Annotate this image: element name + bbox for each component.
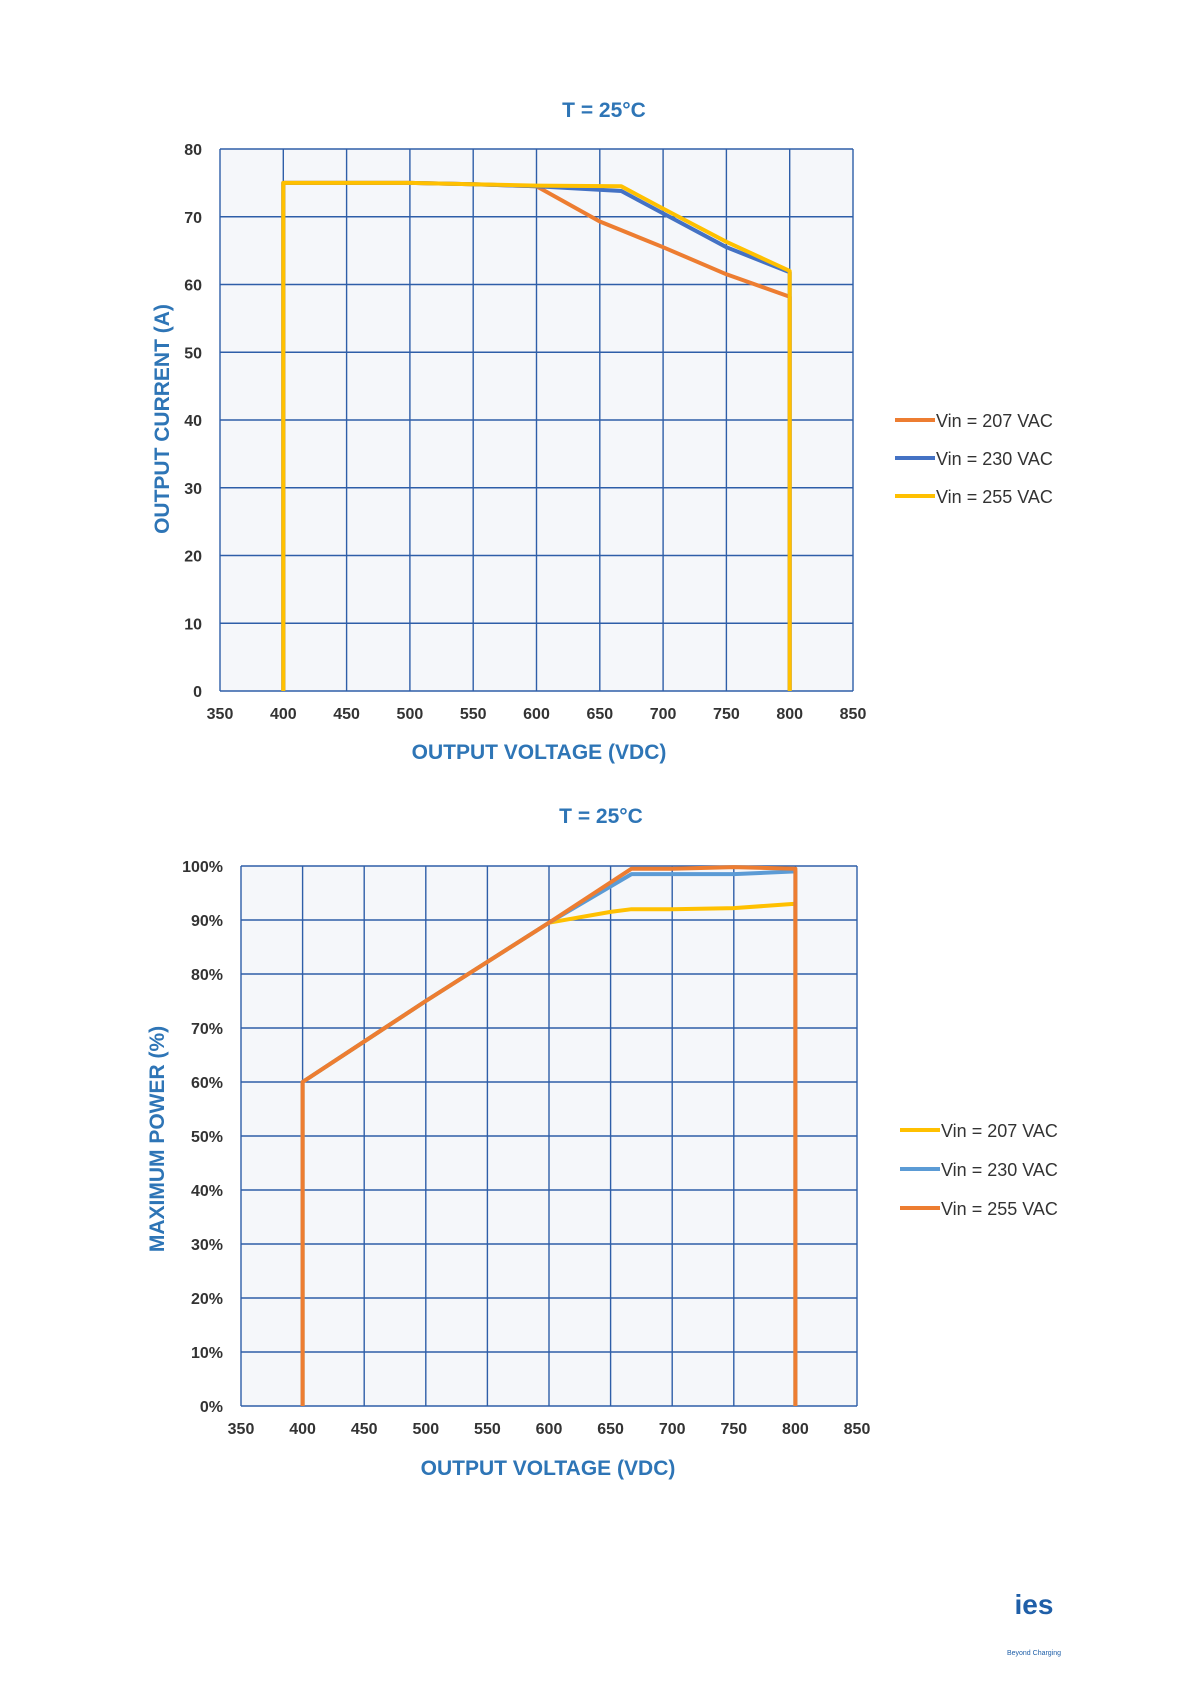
legend-label: Vin = 230 VAC: [941, 1160, 1058, 1180]
y-tick-label: 70%: [191, 1021, 223, 1038]
y-tick-label: 0: [193, 684, 202, 701]
x-tick-label: 450: [333, 706, 360, 723]
x-tick-label: 500: [412, 1421, 439, 1438]
x-tick-label: 750: [713, 706, 740, 723]
x-tick-label: 650: [597, 1421, 624, 1438]
x-tick-label: 450: [351, 1421, 378, 1438]
series-line: [281, 180, 792, 691]
x-axis-label: OUTPUT VOLTAGE (VDC): [421, 1457, 676, 1480]
series-line: [300, 865, 798, 1406]
x-tick-label: 500: [397, 706, 424, 723]
logo-tagline: Beyond Charging: [1007, 1650, 1061, 1657]
x-tick-label: 800: [776, 706, 803, 723]
y-tick-label: 70: [184, 210, 202, 227]
legend-label: Vin = 207 VAC: [941, 1121, 1058, 1141]
x-tick-label: 350: [207, 706, 234, 723]
y-tick-label: 10: [184, 616, 202, 633]
x-tick-label: 350: [228, 1421, 255, 1438]
y-tick-label: 60: [184, 278, 202, 295]
legend-label: Vin = 230 VAC: [936, 449, 1053, 469]
x-tick-label: 600: [536, 1421, 563, 1438]
x-tick-label: 650: [586, 706, 613, 723]
x-tick-label: 400: [270, 706, 297, 723]
x-tick-label: 600: [523, 706, 550, 723]
y-tick-label: 40%: [191, 1183, 223, 1200]
x-tick-label: 750: [720, 1421, 747, 1438]
y-tick-label: 50: [184, 345, 202, 362]
y-tick-label: 100%: [182, 859, 223, 876]
legend-label: Vin = 255 VAC: [941, 1199, 1058, 1219]
x-tick-label: 550: [474, 1421, 501, 1438]
ies-logo: ies Beyond Charging: [1007, 1589, 1061, 1657]
y-tick-label: 10%: [191, 1345, 223, 1362]
y-tick-label: 30%: [191, 1237, 223, 1254]
chart-title: T = 25°C: [559, 805, 643, 828]
x-tick-label: 800: [782, 1421, 809, 1438]
y-tick-label: 20%: [191, 1291, 223, 1308]
y-tick-label: 90%: [191, 913, 223, 930]
legend-label: Vin = 255 VAC: [936, 487, 1053, 507]
x-tick-label: 700: [659, 1421, 686, 1438]
chart-output-current: T = 25°C OUTPUT VOLTAGE (VDC) OUTPUT CUR…: [151, 99, 1053, 764]
legend-label: Vin = 207 VAC: [936, 411, 1053, 431]
y-tick-label: 30: [184, 481, 202, 498]
y-axis-label: OUTPUT CURRENT (A): [151, 304, 174, 534]
x-tick-label: 400: [289, 1421, 316, 1438]
y-axis-label: MAXIMUM POWER (%): [146, 1026, 169, 1252]
y-tick-label: 50%: [191, 1129, 223, 1146]
y-tick-label: 80%: [191, 967, 223, 984]
y-tick-label: 60%: [191, 1075, 223, 1092]
logo-text: ies: [1015, 1589, 1054, 1620]
y-tick-label: 20: [184, 549, 202, 566]
y-tick-label: 80: [184, 142, 202, 159]
x-tick-label: 850: [840, 706, 867, 723]
chart-maximum-power: T = 25°C OUTPUT VOLTAGE (VDC) MAXIMUM PO…: [146, 805, 1058, 1480]
x-tick-label: 850: [844, 1421, 871, 1438]
x-tick-label: 550: [460, 706, 487, 723]
y-tick-label: 0%: [200, 1399, 223, 1416]
x-axis-label: OUTPUT VOLTAGE (VDC): [412, 741, 667, 764]
y-tick-label: 40: [184, 413, 202, 430]
x-tick-label: 700: [650, 706, 677, 723]
chart-title: T = 25°C: [562, 99, 646, 122]
